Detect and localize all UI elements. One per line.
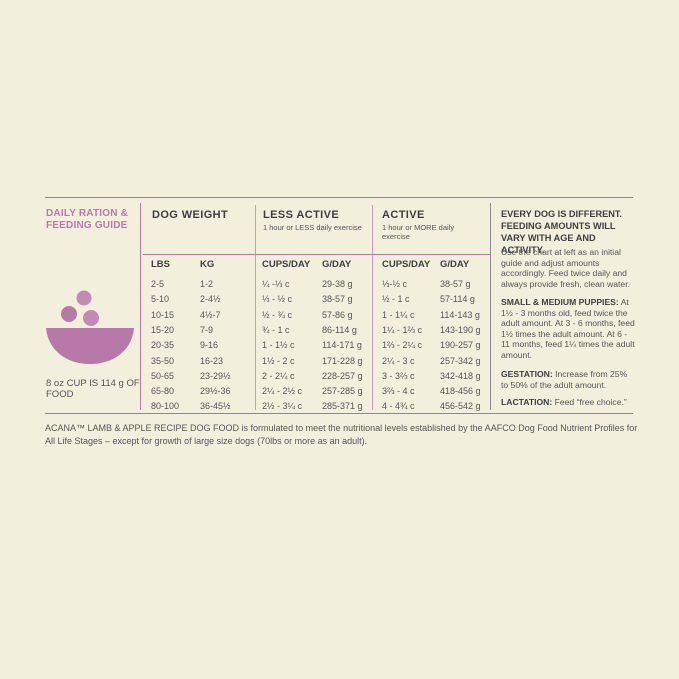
table-cell: 114-171 g bbox=[322, 340, 362, 351]
pink-divider bbox=[140, 203, 141, 410]
table-cell: 1¼ - 1⅔ c bbox=[382, 324, 423, 335]
column-header: KG bbox=[200, 259, 215, 270]
table-cell: 4½-7 bbox=[200, 309, 221, 320]
footer-text: ACANA™ LAMB & APPLE RECIPE DOG FOOD is f… bbox=[45, 423, 638, 446]
table-cell: 1 - 1½ c bbox=[262, 340, 295, 351]
top-rule bbox=[45, 197, 633, 198]
table-cell: 257-285 g bbox=[322, 386, 363, 397]
table-cell: 4 - 4¾ c bbox=[382, 401, 415, 412]
table-cell: 1⅔ - 2¼ c bbox=[382, 340, 423, 351]
table-cell: ¼ -⅓ c bbox=[262, 279, 290, 289]
column-header: G/DAY bbox=[440, 259, 470, 270]
table-cell: 10-15 bbox=[151, 309, 175, 320]
group-title: LESS ACTIVE bbox=[263, 209, 340, 221]
table-cell: ½ - 1 c bbox=[382, 294, 410, 305]
table-cell: ⅓-½ c bbox=[382, 279, 408, 289]
table-cell: 36-45½ bbox=[200, 401, 231, 412]
table-cell: 342-418 g bbox=[440, 370, 481, 381]
table-cell: 3 - 3⅔ c bbox=[382, 370, 415, 381]
column-divider bbox=[372, 205, 373, 410]
table-cell: 35-50 bbox=[151, 355, 175, 366]
table-cell: 9-16 bbox=[200, 340, 219, 351]
table-cell: 257-342 g bbox=[440, 355, 481, 366]
panel-divider bbox=[490, 203, 491, 410]
table-cell: 23-29½ bbox=[200, 370, 231, 381]
table-cell: 2¼ - 3 c bbox=[382, 355, 415, 366]
bowl-icon bbox=[46, 290, 134, 364]
table-cell: 65-80 bbox=[151, 386, 175, 397]
table-cell: 57-114 g bbox=[440, 294, 475, 305]
note-label: GESTATION: bbox=[501, 369, 553, 379]
table-cell: 190-257 g bbox=[440, 340, 481, 351]
group-title: DOG WEIGHT bbox=[152, 209, 229, 221]
table-cell: 228-257 g bbox=[322, 370, 363, 381]
table-cell: 38-57 g bbox=[322, 294, 353, 305]
note-label: LACTATION: bbox=[501, 397, 553, 407]
puppies-note: SMALL & MEDIUM PUPPIES: At 1½ - 3 months… bbox=[501, 297, 635, 361]
table-cell: 114-143 g bbox=[440, 309, 480, 320]
column-divider bbox=[255, 205, 256, 410]
note-text: Feed “free choice.” bbox=[554, 397, 627, 407]
table-cell: ½ - ¾ c bbox=[262, 309, 293, 320]
notes-intro: Use the chart at left as an initial guid… bbox=[501, 247, 630, 289]
table-cell: 20-35 bbox=[151, 340, 175, 351]
table-cell: 29-38 g bbox=[322, 279, 353, 289]
table-cell: ¾ - 1 c bbox=[262, 324, 290, 335]
note-text: At 1½ - 3 months old, feed twice the adu… bbox=[501, 297, 635, 360]
table-cell: 7-9 bbox=[200, 324, 214, 335]
column-header: G/DAY bbox=[322, 259, 352, 270]
table-cell: 3⅔ - 4 c bbox=[382, 386, 415, 397]
table-cell: 1½ - 2 c bbox=[262, 355, 295, 366]
table-cell: 171-228 g bbox=[322, 355, 363, 366]
column-header: CUPS/DAY bbox=[262, 259, 311, 270]
header-rule bbox=[143, 254, 490, 255]
table-cell: 285-371 g bbox=[322, 401, 363, 412]
notes-heading: EVERY DOG IS DIFFERENT. FEEDING AMOUNTS … bbox=[501, 209, 622, 255]
table-cell: 2 - 2¼ c bbox=[262, 370, 295, 381]
table-cell: 38-57 g bbox=[440, 279, 471, 289]
table-cell: 80-100 bbox=[151, 401, 180, 412]
table-cell: 57-86 g bbox=[322, 309, 353, 320]
table-cell: 16-23 bbox=[200, 355, 224, 366]
bottom-rule bbox=[45, 413, 633, 414]
table-cell: ⅓ - ½ c bbox=[262, 294, 293, 305]
table-cell: 2½ - 3¼ c bbox=[262, 401, 303, 412]
lactation-note: LACTATION: Feed “free choice.” bbox=[501, 397, 635, 408]
table-cell: 2¼ - 2½ c bbox=[262, 386, 303, 397]
table-cell: 456-542 g bbox=[440, 401, 481, 412]
table-cell: 50-65 bbox=[151, 370, 175, 381]
sidebar-title: DAILY RATION & FEEDING GUIDE bbox=[46, 208, 129, 231]
table-cell: 418-456 g bbox=[440, 386, 481, 397]
gestation-note: GESTATION: Increase from 25% to 50% of t… bbox=[501, 369, 635, 390]
column-header: LBS bbox=[151, 259, 170, 270]
group-subtitle: 1 hour or MORE daily exercise bbox=[382, 223, 455, 241]
table-cell: 86-114 g bbox=[322, 324, 357, 335]
table-cell: 143-190 g bbox=[440, 324, 481, 335]
table-cell: 1-2 bbox=[200, 279, 214, 289]
note-text: Increase from 25% to 50% of the adult am… bbox=[501, 369, 628, 390]
group-subtitle: 1 hour or LESS daily exercise bbox=[263, 223, 362, 232]
table-cell: 29½-36 bbox=[200, 386, 231, 397]
group-title: ACTIVE bbox=[382, 209, 425, 221]
table-cell: 1 - 1¼ c bbox=[382, 309, 415, 320]
table-cell: 5-10 bbox=[151, 294, 170, 305]
cup-note: 8 oz CUP IS 114 g OF FOOD bbox=[46, 378, 140, 400]
table-cell: 2-4½ bbox=[200, 294, 221, 305]
column-header: CUPS/DAY bbox=[382, 259, 431, 270]
note-label: SMALL & MEDIUM PUPPIES: bbox=[501, 297, 619, 307]
table-cell: 2-5 bbox=[151, 279, 165, 289]
table-cell: 15-20 bbox=[151, 324, 175, 335]
